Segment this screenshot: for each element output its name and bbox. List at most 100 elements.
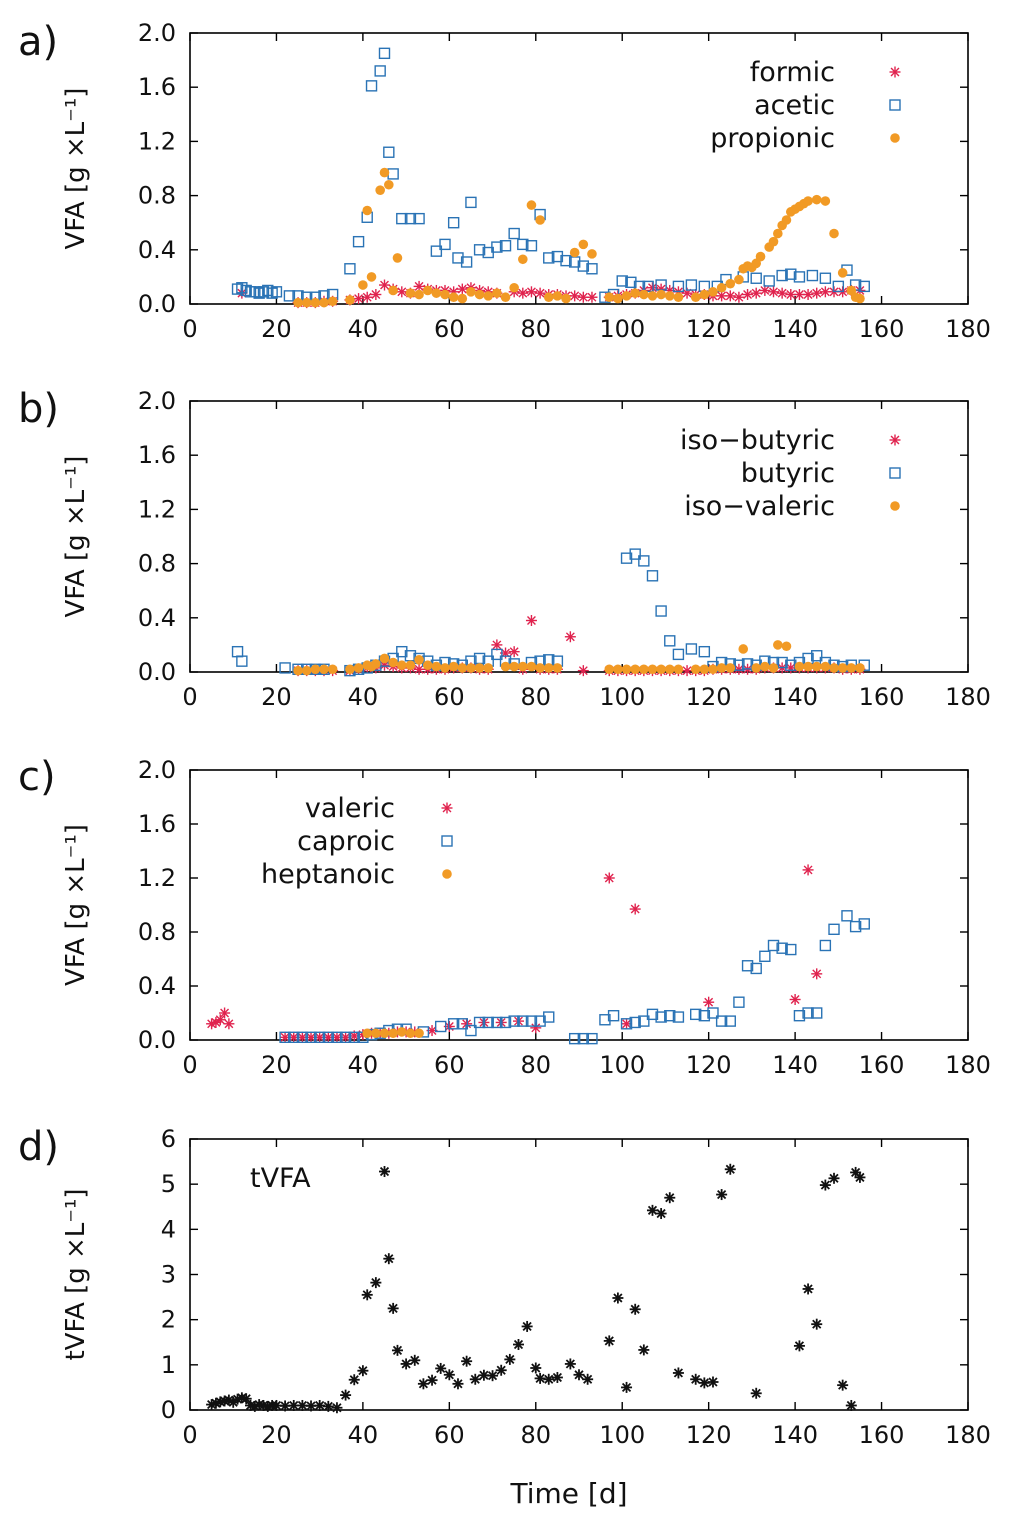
data-point (750, 962, 762, 975)
y-tick-label: 1.6 (138, 810, 176, 838)
chart-panel: d) 0 20 40 60 80 100 120 140 160 180 0 1 2 3 4 5 6 tVFA [g… (18, 1124, 991, 1510)
y-tick-label: 0.8 (138, 918, 176, 946)
data-point (331, 1031, 343, 1044)
data-point (690, 1008, 702, 1021)
data-point (535, 215, 545, 225)
data-point (448, 292, 459, 303)
data-point (518, 661, 528, 672)
data-point (487, 1370, 499, 1382)
y-tick-label: 0.4 (138, 972, 176, 1000)
data-point (375, 185, 385, 195)
data-point (526, 200, 537, 210)
data-point (452, 1378, 464, 1390)
data-point (543, 1011, 555, 1023)
data-point (773, 228, 783, 239)
data-point (283, 290, 296, 302)
plot-frame (189, 32, 969, 305)
data-point (430, 245, 443, 257)
data-point (685, 643, 698, 655)
y-tick-label: 1.2 (138, 864, 176, 892)
data-point (379, 167, 390, 178)
y-tick-label: 0.4 (138, 236, 176, 264)
data-point (474, 289, 485, 300)
data-point (517, 287, 529, 299)
data-point (621, 1381, 633, 1393)
data-point (392, 253, 403, 263)
legend-marker (889, 467, 901, 479)
panel-label: d) (18, 1124, 59, 1170)
data-point (573, 1369, 585, 1381)
data-point (405, 288, 416, 298)
data-point (845, 1399, 857, 1411)
data-point (716, 1189, 728, 1201)
panel-label: b) (18, 386, 59, 432)
x-tick-label: 180 (945, 683, 991, 711)
data-point (690, 292, 701, 303)
data-point (664, 291, 675, 301)
data-point (344, 263, 356, 275)
panel-label: a) (18, 19, 58, 65)
data-point (703, 996, 715, 1008)
data-point (715, 1015, 728, 1027)
panels: a)0 20 40 60 80 100 120 140 160 1800.00.40.81.21.… (18, 19, 991, 1510)
x-tick-label: 20 (261, 315, 292, 343)
legend-marker (890, 133, 900, 143)
data-point (379, 1166, 390, 1178)
data-point (361, 1289, 373, 1301)
data-point (379, 653, 390, 664)
y-tick-label: 4 (161, 1215, 176, 1243)
data-point (499, 1016, 512, 1029)
data-point (305, 1031, 317, 1043)
data-point (819, 939, 832, 952)
data-point (855, 663, 865, 673)
data-point (414, 1028, 424, 1039)
legend-label: iso−valeric (684, 491, 835, 522)
data-point (483, 663, 494, 673)
data-point (327, 296, 338, 307)
data-point (811, 1318, 823, 1330)
x-tick-label: 160 (859, 1051, 905, 1079)
data-point (629, 1303, 641, 1315)
data-point (716, 663, 727, 673)
data-point (638, 555, 650, 567)
data-point (313, 1031, 326, 1044)
data-point (543, 663, 554, 673)
x-tick-label: 60 (434, 1051, 465, 1079)
y-tick-label: 1.6 (138, 441, 176, 469)
y-tick-label: 2 (161, 1306, 176, 1334)
data-point (404, 212, 417, 225)
data-point (414, 289, 424, 300)
data-point (358, 280, 368, 290)
data-point (543, 252, 555, 264)
data-point (607, 1010, 620, 1022)
data-point (698, 1377, 710, 1389)
data-point (384, 179, 394, 190)
data-point (535, 663, 545, 673)
data-point (803, 661, 813, 672)
data-point (322, 1031, 335, 1044)
data-point (629, 1016, 641, 1029)
data-point (447, 216, 460, 229)
data-point (841, 910, 853, 922)
data-point (673, 292, 684, 303)
data-point (811, 968, 823, 980)
data-point (837, 663, 848, 673)
data-point (646, 1204, 658, 1216)
data-point (664, 1192, 676, 1204)
data-point (405, 660, 416, 671)
data-point (802, 864, 814, 876)
data-point (664, 1010, 676, 1022)
data-point (734, 274, 744, 285)
data-point (426, 1374, 438, 1386)
data-point (639, 664, 649, 675)
data-point (569, 290, 581, 302)
data-point (698, 1010, 711, 1022)
data-point (604, 664, 615, 675)
data-point (379, 1028, 390, 1039)
legend-label: heptanoic (261, 859, 395, 890)
data-point (768, 236, 779, 247)
y-axis-label: tVFA [g ×L⁻¹] (61, 1188, 91, 1360)
data-point (629, 903, 641, 915)
data-point (685, 279, 698, 291)
data-point (725, 663, 736, 673)
